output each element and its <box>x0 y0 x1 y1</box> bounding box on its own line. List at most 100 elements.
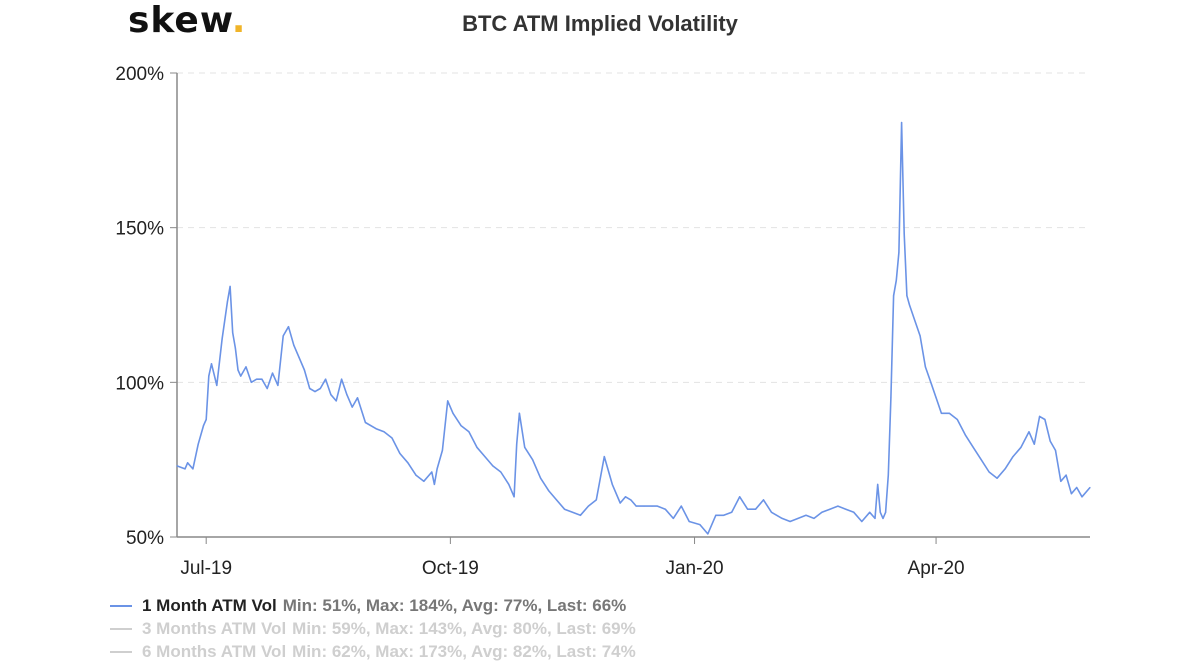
data-point <box>762 499 765 501</box>
data-point <box>914 319 916 322</box>
data-point <box>595 499 597 501</box>
data-point <box>1049 440 1051 442</box>
data-point <box>754 508 757 510</box>
data-point <box>351 406 353 408</box>
data-point <box>555 499 558 501</box>
data-point <box>651 505 653 507</box>
data-point <box>898 251 900 254</box>
logo-text: skew <box>128 0 232 41</box>
data-point <box>330 394 332 396</box>
data-point <box>508 483 510 486</box>
data-point <box>460 425 462 427</box>
data-point <box>643 505 645 507</box>
data-point <box>447 400 449 402</box>
legend: 1 Month ATM Vol Min: 51%, Max: 184%, Avg… <box>110 594 636 663</box>
data-point <box>611 483 613 486</box>
data-point <box>261 378 263 380</box>
data-point <box>906 295 908 297</box>
data-point <box>197 443 199 445</box>
data-point <box>1044 418 1046 421</box>
axes: 50% 100% 150% 200% Jul-19 Oct-19 Jan-20 Apr-20 <box>115 64 1090 579</box>
y-tick-label: 150% <box>115 219 164 240</box>
data-point <box>699 524 701 526</box>
data-point <box>861 520 863 523</box>
x-tick-label: Jul-19 <box>180 558 232 579</box>
data-point <box>797 517 799 520</box>
data-point <box>492 465 494 467</box>
data-point <box>229 285 231 288</box>
data-point <box>707 533 709 535</box>
data-point <box>747 508 749 510</box>
data-point <box>250 381 252 383</box>
data-point <box>516 443 518 445</box>
data-point <box>996 477 998 479</box>
legend-stats-1m: Min: 51%, Max: 184%, Avg: 77%, Last: 66% <box>282 596 627 615</box>
data-point <box>399 452 401 455</box>
data-point <box>940 412 942 414</box>
data-point <box>972 446 974 448</box>
data-point <box>1033 443 1035 445</box>
data-point <box>221 338 223 340</box>
legend-label-3m: 3 Months ATM Vol <box>142 619 287 638</box>
data-point <box>540 477 542 479</box>
x-tick-label: Jan-20 <box>665 558 723 579</box>
legend-label-1m: 1 Month ATM Vol <box>142 596 277 615</box>
data-point <box>723 514 725 516</box>
legend-swatch-3m <box>110 627 132 630</box>
data-point <box>433 483 436 486</box>
data-point <box>845 508 847 510</box>
legend-item-1m[interactable]: 1 Month ATM Vol Min: 51%, Max: 184%, Avg… <box>110 594 636 617</box>
data-point <box>423 480 425 482</box>
data-point <box>603 455 605 458</box>
data-point <box>1065 474 1067 476</box>
data-point <box>1081 496 1083 498</box>
data-point <box>210 363 213 365</box>
data-point <box>1054 449 1057 451</box>
series-lines <box>176 121 1091 535</box>
data-point <box>192 468 194 470</box>
y-tick-label: 200% <box>115 64 164 85</box>
data-point <box>908 304 911 306</box>
data-point <box>319 387 321 390</box>
data-point <box>436 468 438 470</box>
data-point <box>524 446 526 448</box>
data-point <box>887 474 889 476</box>
legend-item-6m[interactable]: 6 Months ATM Vol Min: 62%, Max: 173%, Av… <box>110 640 636 663</box>
x-tick-label: Oct-19 <box>422 558 479 579</box>
data-point <box>672 517 674 520</box>
chart-title: BTC ATM Implied Volatility <box>462 11 738 36</box>
logo-dot: . <box>231 0 247 41</box>
data-point <box>518 412 520 414</box>
legend-label-6m: 6 Months ATM Vol <box>142 642 287 661</box>
data-point <box>789 520 791 523</box>
legend-swatch-6m <box>110 650 132 653</box>
data-point <box>187 462 189 464</box>
data-point <box>837 505 839 507</box>
data-point <box>781 517 783 520</box>
legend-stats-6m: Min: 62%, Max: 173%, Avg: 82%, Last: 74% <box>292 642 636 661</box>
data-point <box>245 366 247 368</box>
data-point <box>1028 431 1030 433</box>
legend-item-3m[interactable]: 3 Months ATM Vol Min: 59%, Max: 143%, Av… <box>110 617 636 640</box>
data-point <box>356 397 359 399</box>
data-point <box>688 520 690 523</box>
data-point <box>237 369 239 371</box>
data-point <box>948 412 950 414</box>
data-point <box>468 431 470 433</box>
data-point <box>277 384 279 387</box>
data-point <box>1012 455 1014 458</box>
data-point <box>895 279 897 281</box>
data-point <box>484 455 486 458</box>
data-point <box>266 387 268 390</box>
data-point <box>298 356 300 359</box>
data-point <box>202 425 205 427</box>
data-point <box>715 514 717 516</box>
data-point <box>988 471 990 473</box>
data-point <box>770 511 773 513</box>
data-point <box>877 483 879 486</box>
data-point <box>383 431 385 433</box>
x-tick-label: Apr-20 <box>908 558 965 579</box>
data-point <box>314 391 316 393</box>
data-point <box>882 517 884 520</box>
